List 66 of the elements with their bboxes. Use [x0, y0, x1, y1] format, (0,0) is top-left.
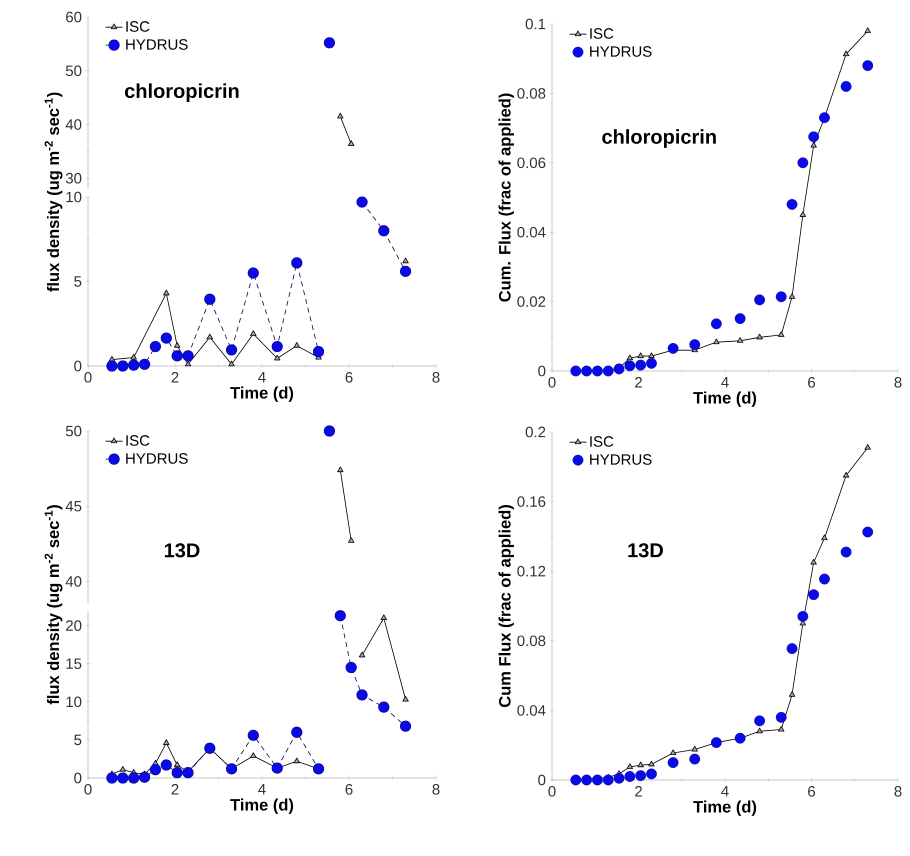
y-tick-label: 0 [74, 360, 82, 372]
x-tick-label: 0 [84, 372, 92, 383]
y-axis-title: flux density (ug m$^{-2}$ sec$^{-1}$) [44, 505, 62, 704]
legend-label: HYDRUS [590, 46, 652, 57]
y-tick-label: 0 [74, 772, 82, 784]
y-tick-label: 50 [66, 426, 82, 436]
x-tick-label: 2 [635, 786, 642, 796]
y-tick-label: 0.16 [517, 496, 546, 507]
legend-label: ISC [126, 435, 150, 446]
x-tick-label: 8 [432, 372, 440, 383]
legend-label: ISC [126, 21, 150, 32]
x-tick-label: 4 [258, 372, 266, 382]
x-tick-label: 2 [172, 372, 178, 382]
x-tick-label: 0 [548, 377, 556, 388]
x-tick-label: 4 [721, 786, 729, 796]
x-tick-label: 0 [548, 786, 556, 797]
legend-label: ISC [590, 436, 614, 447]
y-tick-label: 50 [66, 65, 82, 76]
y-axis-title: flux density (ug m$^{-2}$ sec$^{-1}$) [44, 92, 62, 292]
x-tick-label: 4 [721, 377, 729, 388]
y-tick-label: 0.12 [517, 566, 546, 576]
y-tick-label: 20 [66, 620, 82, 631]
x-tick-label: 6 [346, 784, 353, 795]
y-tick-label: 5 [74, 276, 82, 287]
annotation: chloropicrin [124, 83, 239, 102]
y-tick-label: 0.2 [526, 426, 546, 438]
legend-label: HYDRUS [126, 39, 188, 50]
y-tick-label: 60 [66, 12, 82, 22]
x-tick-label: 6 [808, 377, 816, 388]
y-tick-label: 10 [66, 192, 82, 202]
y-axis-title: Cum Flux (frac of applied) [498, 505, 514, 708]
x-axis-title: Time (d) [693, 800, 756, 816]
x-tick-label: 8 [432, 784, 440, 795]
x-axis-title: Time (d) [693, 392, 756, 407]
y-tick-label: 0 [538, 774, 546, 786]
annotation: chloropicrin [602, 129, 716, 148]
y-tick-label: 0.1 [526, 18, 546, 30]
x-tick-label: 6 [346, 372, 353, 383]
y-tick-label: 40 [66, 119, 82, 130]
y-tick-label: 5 [74, 734, 82, 746]
y-tick-label: 0.06 [517, 157, 546, 168]
y-tick-label: 40 [66, 576, 82, 587]
y-tick-label: 0.08 [517, 88, 546, 99]
x-axis-title: Time (d) [230, 798, 294, 814]
x-tick-label: 4 [258, 784, 266, 794]
legend-label: ISC [590, 28, 614, 39]
x-axis-title: Time (d) [230, 386, 294, 402]
y-tick-label: 10 [66, 696, 82, 708]
x-tick-label: 2 [172, 784, 178, 794]
y-tick-label: 15 [66, 658, 82, 669]
y-tick-label: 30 [66, 172, 82, 184]
legend-label: HYDRUS [590, 454, 652, 465]
x-tick-label: 0 [84, 784, 92, 795]
annotation: 13D [628, 543, 663, 558]
legend-label: HYDRUS [126, 453, 188, 464]
y-tick-label: 0.02 [517, 296, 546, 307]
x-tick-label: 6 [808, 786, 816, 797]
y-tick-label: 0.04 [517, 226, 546, 238]
y-tick-label: 0.08 [517, 635, 546, 646]
y-tick-label: 45 [66, 500, 82, 512]
y-tick-label: 0.04 [517, 705, 546, 716]
x-tick-label: 8 [894, 786, 902, 797]
annotation: 13D [164, 543, 200, 558]
x-tick-label: 8 [894, 377, 902, 388]
x-tick-label: 2 [635, 377, 642, 388]
y-axis-title: Cum. Flux (frac of applied) [498, 94, 514, 302]
